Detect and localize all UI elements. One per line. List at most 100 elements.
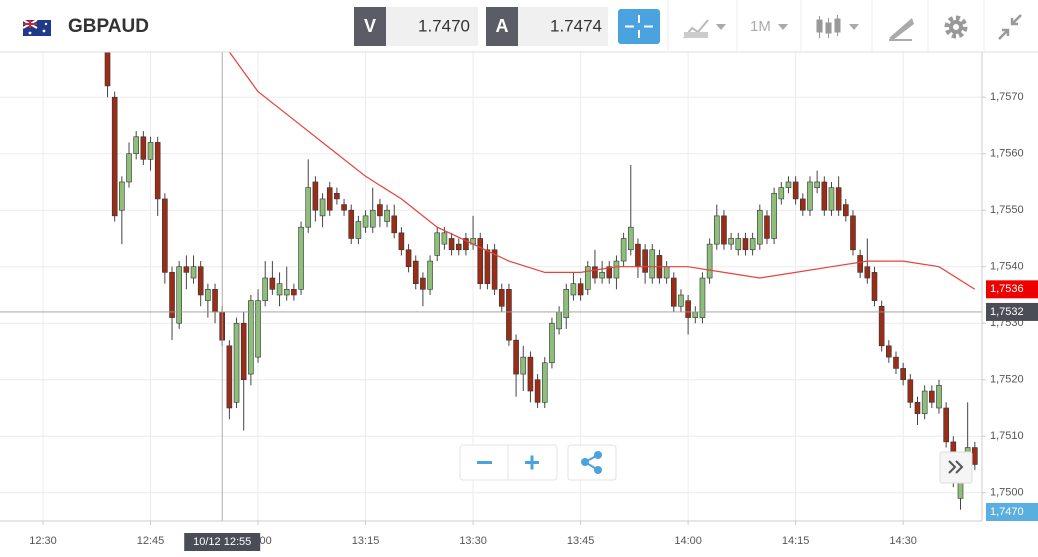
candle-body [620,238,627,262]
candle-body [240,322,247,381]
crosshair-price-box [986,302,1038,321]
candle-style-button[interactable] [816,15,859,38]
candle-body [513,339,519,375]
candle-body [369,209,376,228]
ma-price-label: 1,7536 [990,283,1024,295]
candle-body [577,283,584,296]
candle-body [190,266,197,279]
candle-body [742,238,749,251]
candle-body [269,277,276,290]
candle-body [670,277,677,307]
candle-body [477,238,484,284]
candle-body [878,305,885,347]
bid-price-box [986,503,1038,521]
candle-body [835,187,842,211]
sell-button[interactable] [354,7,386,46]
scroll-right-button[interactable] [939,451,973,484]
candle-body [592,266,598,279]
candle-body [792,181,799,200]
candle-body [721,215,727,245]
timeframe-arrow [778,24,788,30]
candle-body [455,243,462,251]
buy-box[interactable] [518,7,608,46]
candle-body [111,96,118,217]
candle-body [176,266,182,324]
sell-box[interactable] [386,7,478,46]
candle-body [728,238,734,245]
candle-body [921,390,928,414]
candle-body [398,232,405,251]
candle-body [276,283,283,296]
grid [0,52,982,521]
plot [0,40,982,521]
candle-body [391,215,398,234]
candle-body [771,192,777,239]
candle-body [298,226,304,290]
y-tick-label: 1,7500 [990,487,1024,499]
candle-body [864,266,871,279]
candle-body [907,379,914,403]
candle-body [255,300,261,358]
candle-body [749,238,756,251]
candle-body [972,447,978,465]
candle-body [491,249,498,290]
candle-body [534,379,541,403]
candle-body [348,209,355,239]
candle-body [627,226,634,251]
flag [22,19,51,36]
share-button[interactable] [567,444,617,481]
candle-body [205,289,211,301]
settings-button[interactable] [944,15,968,39]
buy-button[interactable] [486,7,518,46]
candle-body [699,277,706,318]
candle-body [326,187,333,211]
crosshair-button[interactable] [618,9,660,44]
sell-price: 1.7470 [418,16,470,35]
x-tick-label: 13:45 [567,535,595,547]
candle-body [305,187,312,228]
candle-body [140,136,147,160]
candle-body [556,311,562,330]
candle-body [857,255,863,273]
candle-body [807,181,813,211]
zoom-in[interactable] [525,455,539,470]
sell-label: V [364,16,376,36]
x-tick-label: 14:15 [782,535,810,547]
candle-body [606,266,613,279]
candle-body [756,209,763,245]
candle-body [133,136,139,155]
candle-body [599,272,605,279]
collapse-button[interactable] [998,14,1022,40]
candle-body [434,232,441,256]
candle-body [893,356,899,369]
candle-body [147,142,154,160]
candle-body [291,289,297,296]
candle-body [936,385,942,409]
candle-body [427,260,433,290]
moving-average [228,51,976,290]
candle-body [384,209,390,222]
candle-body [448,238,455,251]
candle-body [649,249,656,279]
x-tick-label: 13:30 [459,535,487,547]
candle-body [613,260,620,279]
candle-body [563,289,570,318]
candle-body [169,272,175,318]
candle-body [506,289,512,341]
drawing-button[interactable] [889,18,914,41]
timeframe[interactable]: 1M [750,18,771,35]
candle-body [943,407,949,443]
ma-price-box [986,280,1038,299]
candle-body [355,221,362,239]
crosshair-time-label: 10/12 12:55 [193,536,251,548]
candle-body [900,368,906,381]
chart-type-button[interactable] [683,19,726,39]
candle-body [484,249,491,284]
candle-body [735,238,742,251]
candle-body [362,215,369,228]
candle-body [850,215,856,251]
candle-body [212,289,218,313]
candle-body [412,260,419,284]
candle-body [248,300,254,375]
